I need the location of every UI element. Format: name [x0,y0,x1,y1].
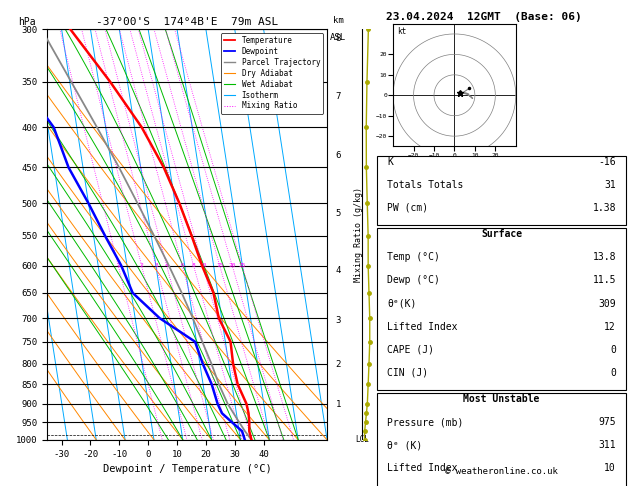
Text: Lifted Index: Lifted Index [387,464,458,473]
Text: θᵉ(K): θᵉ(K) [387,298,417,309]
Text: Pressure (mb): Pressure (mb) [387,417,464,427]
Text: 3: 3 [336,316,341,325]
Text: 309: 309 [598,298,616,309]
Text: © weatheronline.co.uk: © weatheronline.co.uk [445,467,558,476]
Text: Dewp (°C): Dewp (°C) [387,276,440,285]
Text: Mixing Ratio (g/kg): Mixing Ratio (g/kg) [354,187,363,282]
Text: 1: 1 [116,263,120,268]
Text: 6: 6 [336,151,341,159]
Legend: Temperature, Dewpoint, Parcel Trajectory, Dry Adiabat, Wet Adiabat, Isotherm, Mi: Temperature, Dewpoint, Parcel Trajectory… [221,33,323,114]
Text: 975: 975 [598,417,616,427]
Text: K: K [387,157,393,167]
Text: 1.38: 1.38 [593,203,616,213]
Text: 20: 20 [228,263,236,268]
Text: 11.5: 11.5 [593,276,616,285]
Text: Most Unstable: Most Unstable [464,394,540,404]
Text: 2: 2 [336,360,341,369]
Text: 7: 7 [336,92,341,102]
Text: 25: 25 [238,263,246,268]
Text: 15: 15 [216,263,223,268]
Text: ASL: ASL [330,33,347,42]
Text: 23.04.2024  12GMT  (Base: 06): 23.04.2024 12GMT (Base: 06) [386,12,582,22]
Text: 10: 10 [199,263,206,268]
Text: θᵉ (K): θᵉ (K) [387,440,423,451]
Text: 4: 4 [165,263,169,268]
Text: km: km [333,16,344,25]
Text: Temp (°C): Temp (°C) [387,252,440,262]
Text: 13.8: 13.8 [593,252,616,262]
Text: Lifted Index: Lifted Index [387,322,458,331]
Text: 31: 31 [604,180,616,190]
Text: 2: 2 [140,263,143,268]
Text: 311: 311 [598,440,616,451]
Text: 10: 10 [604,464,616,473]
Text: 1: 1 [336,400,341,409]
Text: 3: 3 [154,263,158,268]
Text: 0: 0 [610,345,616,355]
Bar [377,393,626,486]
Text: -16: -16 [598,157,616,167]
Text: CIN (J): CIN (J) [387,368,428,378]
Text: 8: 8 [192,263,196,268]
Text: hPa: hPa [18,17,35,27]
Title: -37°00'S  174°4B'E  79m ASL: -37°00'S 174°4B'E 79m ASL [96,17,278,27]
Text: Surface: Surface [481,229,522,239]
Text: 5: 5 [336,209,341,218]
Bar [377,228,626,390]
Text: 4: 4 [336,266,341,275]
Text: PW (cm): PW (cm) [387,203,428,213]
Text: 0: 0 [610,368,616,378]
Text: 8: 8 [336,34,341,43]
Text: CAPE (J): CAPE (J) [387,345,435,355]
Bar [377,156,626,225]
Text: Totals Totals: Totals Totals [387,180,464,190]
X-axis label: Dewpoint / Temperature (°C): Dewpoint / Temperature (°C) [103,464,272,474]
Text: kt: kt [397,27,406,36]
Text: 12: 12 [604,322,616,331]
Text: LCL: LCL [355,434,369,444]
Text: 6: 6 [181,263,184,268]
